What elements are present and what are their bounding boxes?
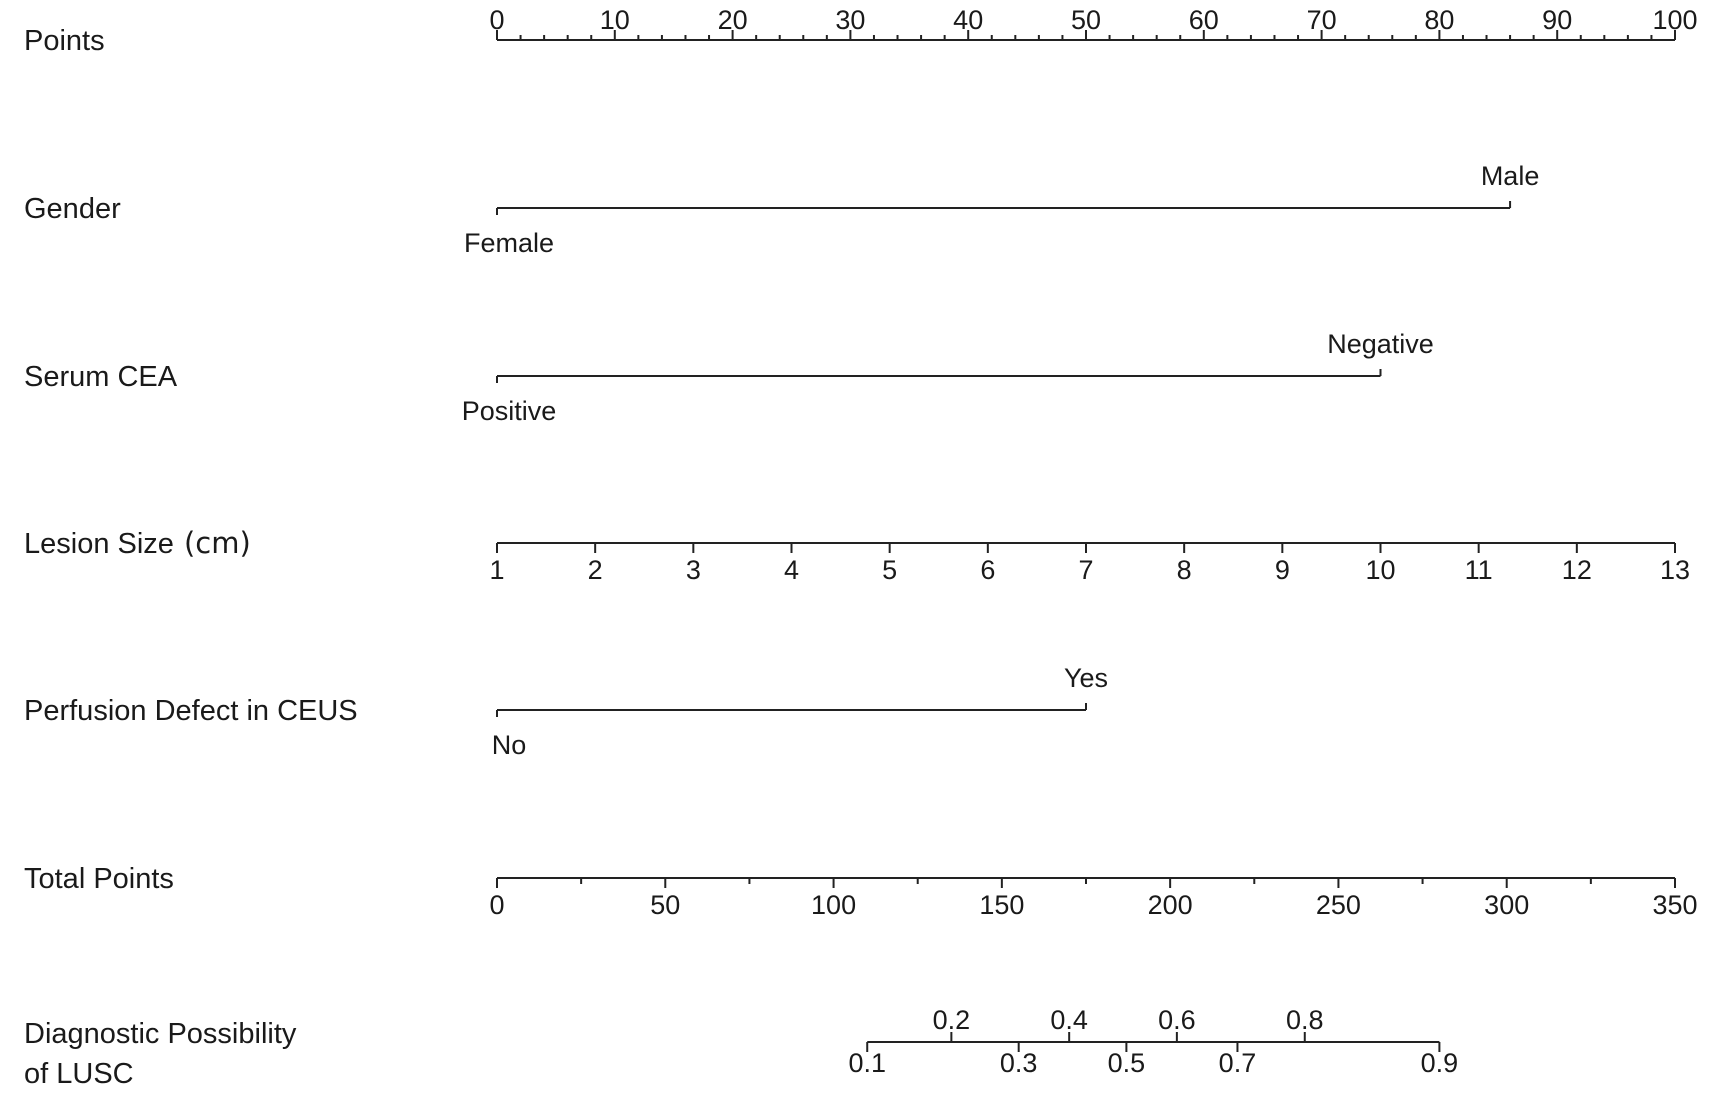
lesion-size-unit-label: (cm) (184, 526, 251, 560)
serum-cea-row: Serum CEA Positive Negative (24, 329, 1434, 426)
lesion-size-tick-label: 13 (1660, 555, 1690, 585)
lesion-size-tick-label: 4 (784, 555, 799, 585)
total-points-tick-label: 50 (650, 890, 680, 920)
probability-tick-label: 0.4 (1050, 1005, 1088, 1035)
probability-tick-label: 0.6 (1158, 1005, 1196, 1035)
lesion-size-tick-label: 1 (489, 555, 504, 585)
points-row: Points 0 10 20 30 40 50 60 70 80 90 100 (24, 5, 1698, 57)
probability-tick-label: 0.9 (1421, 1048, 1459, 1078)
probability-row: Diagnostic Possibility of LUSC 0.1 0.2 0.3 0.… (24, 1005, 1458, 1090)
points-axis-tick-label: 60 (1189, 5, 1219, 35)
perfusion-defect-in-ceus-level-label: Yes (1064, 663, 1108, 693)
lesion-size-tick-label: 8 (1177, 555, 1192, 585)
perfusion-defect-in-ceus-level-label: No (492, 730, 527, 760)
lesion-size-tick-label: 6 (980, 555, 995, 585)
total-points-row: Total Points 0 50 100 150 200 250 300 350 (24, 863, 1698, 920)
serum-cea-row-label: Serum CEA (24, 361, 178, 393)
lesion-size-tick-label: 2 (588, 555, 603, 585)
total-points-tick-label: 0 (489, 890, 504, 920)
points-axis-tick-label: 10 (600, 5, 630, 35)
points-axis-tick-label: 100 (1652, 5, 1697, 35)
serum-cea-level-label: Negative (1327, 329, 1434, 359)
points-axis-tick-label: 40 (953, 5, 983, 35)
gender-row: Gender Female Male (24, 161, 1539, 258)
probability-tick-label: 0.5 (1108, 1048, 1146, 1078)
lesion-size-tick-label: 12 (1562, 555, 1592, 585)
gender-level-label: Female (464, 228, 554, 258)
probability-tick-label: 0.1 (848, 1048, 886, 1078)
lesion-size-row-label: Lesion Size (cm) (24, 526, 251, 560)
points-axis-tick-label: 50 (1071, 5, 1101, 35)
lesion-size-tick-label: 9 (1275, 555, 1290, 585)
total-points-tick-label: 200 (1148, 890, 1193, 920)
probability-row-label: of LUSC (24, 1058, 134, 1090)
lesion-size-tick-label: 5 (882, 555, 897, 585)
lesion-size-tick-label: 3 (686, 555, 701, 585)
total-points-tick-label: 150 (979, 890, 1024, 920)
lesion-size-row: Lesion Size (cm)1 2 3 4 5 6 7 8 9 10 11 12 13 (24, 526, 1690, 585)
total-points-tick-label: 250 (1316, 890, 1361, 920)
points-axis-tick-label: 20 (718, 5, 748, 35)
points-axis-tick-label: 90 (1542, 5, 1572, 35)
probability-tick-label: 0.8 (1286, 1005, 1324, 1035)
points-axis-tick-label: 80 (1424, 5, 1454, 35)
probability-tick-label: 0.3 (1000, 1048, 1038, 1078)
probability-row-label: Diagnostic Possibility (24, 1018, 297, 1050)
total-points-tick-label: 100 (811, 890, 856, 920)
probability-tick-label: 0.2 (933, 1005, 971, 1035)
points-row-label: Points (24, 25, 105, 57)
perfusion-defect-in-ceus-row: Perfusion Defect in CEUS No Yes (24, 663, 1108, 760)
lesion-size-tick-label: 7 (1078, 555, 1093, 585)
points-axis-tick-label: 0 (489, 5, 504, 35)
total-points-row-label: Total Points (24, 863, 174, 895)
gender-row-label: Gender (24, 193, 121, 225)
lesion-size-tick-label: 11 (1465, 555, 1493, 585)
points-axis-tick-label: 30 (835, 5, 865, 35)
probability-tick-label: 0.7 (1219, 1048, 1257, 1078)
total-points-tick-label: 350 (1652, 890, 1697, 920)
points-axis-tick-label: 70 (1307, 5, 1337, 35)
lesion-size-tick-label: 10 (1365, 555, 1395, 585)
serum-cea-level-label: Positive (462, 396, 557, 426)
total-points-tick-label: 300 (1484, 890, 1529, 920)
gender-level-label: Male (1481, 161, 1540, 191)
perfusion-defect-in-ceus-row-label: Perfusion Defect in CEUS (24, 695, 358, 727)
